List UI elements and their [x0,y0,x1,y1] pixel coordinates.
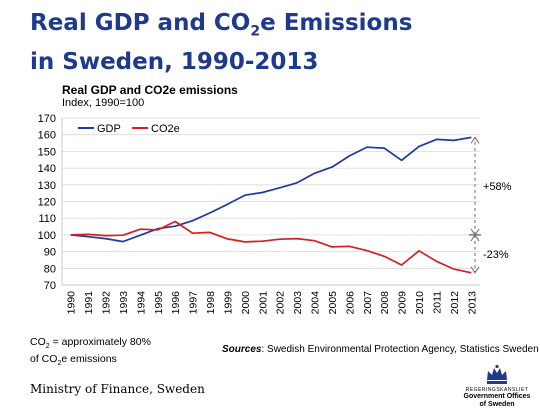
x-tick-label: 1991 [83,291,95,315]
x-tick-label: 2007 [362,291,374,315]
x-tick-label: 1999 [222,291,234,315]
annotation-arrow-head [470,266,480,274]
logo-line-1: Government Offices [463,393,531,400]
x-tick-label: 2013 [466,291,478,315]
x-tick-label: 2000 [240,291,252,315]
government-logo: REGERINGSKANSLIET Government Offices of … [462,364,532,409]
y-tick-label: 70 [44,280,56,292]
logo-line-2: of Sweden [479,401,515,408]
legend-label-co2e: CO2e [151,123,180,135]
series-line-gdp [70,136,472,243]
y-tick-label: 90 [44,247,56,259]
x-tick-label: 2002 [275,291,287,315]
x-tick-label: 2006 [344,291,356,315]
ministry-label: Ministry of Finance, Sweden [30,382,205,396]
x-tick-label: 1997 [188,291,200,315]
title-subscript: 2 [250,23,261,40]
annotation-label: +58% [483,181,512,193]
title-text-2: e Emissions [260,10,413,36]
y-axis: 70 80 90 100 110 120 130 140 150 160 170 [38,113,56,292]
crown-body [487,368,507,380]
footnote: CO2 = approximately 80% of CO2e emission… [30,336,151,368]
chart-legend: GDP CO2e [78,123,180,135]
y-tick-label: 110 [38,213,56,225]
chart-subtitle: Index, 1990=100 [62,97,145,109]
x-tick-label: 1994 [135,291,147,315]
y-tick-label: 170 [38,113,56,125]
y-tick-label: 140 [38,163,56,175]
crown-band [487,381,507,384]
x-tick-label: 1990 [66,291,78,315]
x-tick-label: 2003 [292,291,304,315]
slide-title: Real GDP and CO2e Emissions in Sweden, 19… [30,8,510,77]
x-tick-label: 2008 [379,291,391,315]
chart-grid [61,117,480,286]
chart-annotations: +58% -23% [469,136,512,274]
title-text-1: Real GDP and CO [30,10,251,36]
crown-icon [487,364,507,384]
x-tick-label: 2012 [449,291,461,315]
y-tick-label: 130 [38,180,56,192]
x-tick-label: 1995 [153,291,165,315]
chart-series [70,136,472,274]
legend-label-gdp: GDP [97,123,121,135]
x-tick-label: 2001 [257,291,269,315]
annotation-arrow-head [470,136,480,144]
crown-orb [495,364,499,369]
y-tick-label: 150 [38,146,56,158]
x-tick-label: 2011 [431,291,443,314]
x-tick-label: 2010 [414,291,426,315]
x-axis: 1990 1991 1992 1993 1994 1995 1996 1997 1998 1999… [66,291,479,315]
series-line-co2e [70,220,472,274]
y-tick-label: 160 [38,130,56,142]
chart-title: Real GDP and CO2e emissions [62,83,238,97]
x-tick-label: 1996 [170,291,182,315]
logo-kansli: REGERINGSKANSLIET [465,387,529,393]
sources-label: Sources [222,344,262,355]
y-tick-label: 100 [38,230,56,242]
y-tick-label: 120 [38,197,56,209]
x-tick-label: 2004 [310,291,322,315]
sources-note: Sources: Swedish Environmental Protectio… [222,344,539,355]
annotation-arrow-tail [470,233,480,242]
x-tick-label: 2005 [327,291,339,315]
x-tick-label: 1992 [101,291,113,315]
sources-text: : Swedish Environmental Protection Agenc… [261,344,539,355]
x-tick-label: 1998 [205,291,217,315]
annotation-label: -23% [483,249,509,261]
x-tick-label: 2009 [397,291,409,315]
x-tick-label: 1993 [118,291,130,315]
y-tick-label: 80 [44,263,56,275]
title-text-3: in Sweden, 1990-2013 [30,48,319,75]
